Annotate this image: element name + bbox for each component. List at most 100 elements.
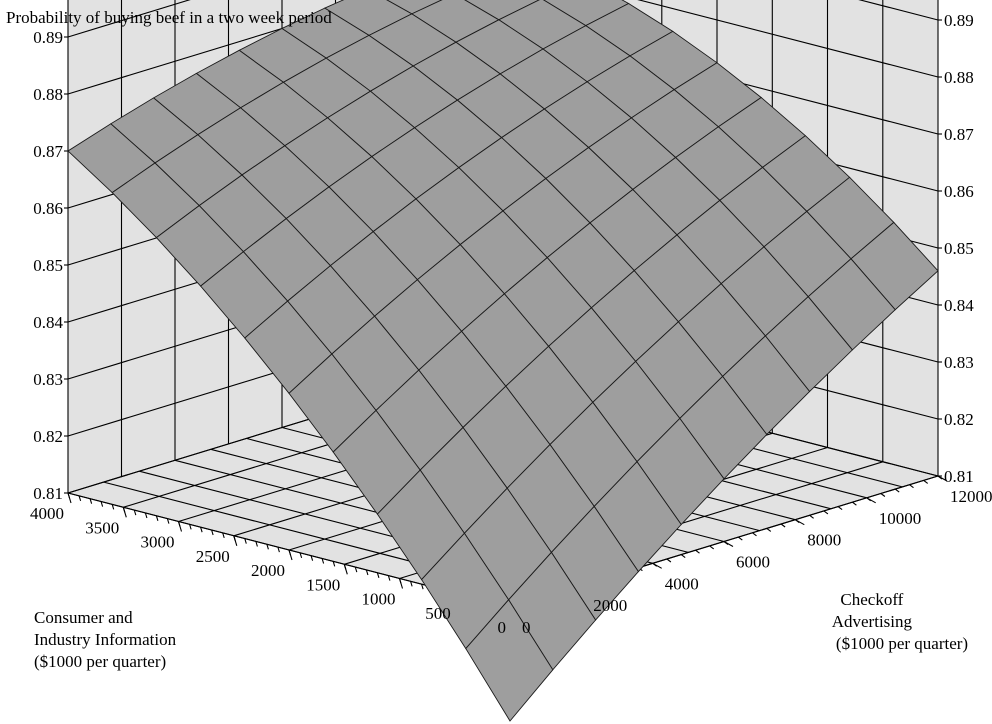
x-tick-label: 3500: [85, 518, 119, 537]
y-minor-tick: [695, 549, 700, 554]
z-gridline-left: [67, 0, 191, 38]
y-axis-title-line-2: Advertising: [832, 612, 913, 631]
x-minor-tick: [277, 546, 280, 553]
x-minor-tick: [387, 575, 391, 581]
z-tick-label-left: 0.88: [33, 85, 63, 104]
y-minor-tick: [823, 510, 829, 515]
x-axis-title-line-2: Industry Information: [34, 630, 177, 649]
x-minor-tick: [398, 578, 402, 584]
x-minor-tick: [111, 504, 115, 510]
x-minor-tick: [189, 524, 192, 530]
y-minor-tick: [894, 488, 900, 493]
y-minor-tick: [909, 484, 914, 489]
x-minor-tick: [133, 509, 137, 516]
z-tick-label-right: 0.86: [944, 182, 974, 201]
z-tick-label-left: 0.84: [33, 313, 63, 332]
y-minor-tick: [766, 527, 772, 532]
x-minor-tick: [177, 521, 181, 527]
surface-cell: [465, 599, 554, 722]
x-minor-tick: [332, 561, 336, 567]
x-minor-tick: [288, 549, 292, 556]
z-gridline-right: [858, 0, 939, 21]
y-tick-label: 2000: [593, 596, 627, 615]
z-tick-label-left: 0.86: [33, 199, 63, 218]
x-minor-tick: [376, 572, 380, 578]
z-tick-label-right: 0.85: [944, 239, 974, 258]
z-tick-label-right: 0.82: [944, 410, 974, 429]
x-minor-tick: [233, 535, 236, 541]
x-minor-tick: [354, 566, 358, 573]
z-tick-label-right: 0.84: [944, 296, 974, 315]
y-minor-tick: [852, 501, 857, 506]
z-tick-label-left: 0.87: [33, 142, 63, 161]
z-tick-label-right: 0.88: [944, 68, 974, 87]
x-minor-tick: [222, 532, 225, 539]
z-tick-label-right: 0.81: [944, 467, 974, 486]
y-minor-tick: [666, 558, 672, 563]
y-minor-tick: [809, 514, 814, 519]
z-tick-label-left: 0.83: [33, 370, 63, 389]
z-tick-label-right: 0.83: [944, 353, 974, 372]
chart-title: Probability of buying beef in a two week…: [6, 8, 332, 27]
x-axis-title-line-1: Consumer and: [34, 608, 133, 627]
x-minor-tick: [365, 569, 369, 576]
y-tick-label: 12000: [950, 487, 992, 506]
x-minor-tick: [100, 501, 104, 507]
x-minor-tick: [200, 527, 203, 533]
x-tick-label: 4000: [30, 504, 64, 523]
y-minor-tick: [866, 497, 872, 502]
x-minor-tick: [67, 492, 71, 499]
x-minor-tick: [343, 564, 347, 570]
x-tick-label: 0: [498, 618, 507, 637]
x-minor-tick: [255, 541, 258, 547]
y-minor-tick: [652, 562, 658, 567]
x-tick-label: 1000: [362, 590, 396, 609]
x-minor-tick: [155, 515, 159, 521]
x-minor-tick: [299, 552, 303, 559]
y-minor-tick: [794, 519, 800, 524]
x-axis-title-line-3: ($1000 per quarter): [34, 652, 166, 671]
x-minor-tick: [410, 581, 413, 587]
x-minor-tick: [144, 512, 148, 519]
z-tick-label-left: 0.89: [33, 28, 63, 47]
x-minor-tick: [321, 558, 325, 564]
x-minor-tick: [211, 529, 214, 536]
x-minor-tick: [266, 544, 269, 550]
y-axis-title-line-1: Checkoff: [840, 590, 903, 609]
z-tick-label-right: 0.87: [944, 125, 974, 144]
x-tick-label: 2500: [196, 547, 230, 566]
z-tick-label-left: 0.85: [33, 256, 63, 275]
y-minor-tick: [780, 523, 786, 528]
x-axis-title: Consumer and Industry Information ($1000…: [34, 608, 180, 671]
y-tick-label: 0: [522, 618, 531, 637]
z-tick-label-left: 0.81: [33, 484, 63, 503]
y-axis-title-line-3: ($1000 per quarter): [836, 634, 968, 653]
z-tick-label-right: 0.89: [944, 11, 974, 30]
x-minor-tick: [310, 555, 314, 561]
y-minor-tick: [680, 554, 686, 559]
y-tick-label: 4000: [665, 574, 699, 593]
y-minor-tick: [723, 541, 729, 545]
y-axis-title: Checkoff Advertising ($1000 per quarter): [832, 590, 968, 653]
x-tick-label: 2000: [251, 561, 285, 580]
y-minor-tick: [737, 536, 743, 541]
y-minor-tick: [709, 545, 715, 550]
y-tick-label: 8000: [807, 531, 841, 550]
x-minor-tick: [244, 538, 247, 544]
x-minor-tick: [78, 495, 82, 502]
x-tick-label: 3000: [141, 533, 175, 552]
x-tick-label: 500: [425, 604, 451, 623]
y-tick-label: 10000: [879, 509, 922, 528]
y-minor-tick: [937, 475, 943, 480]
z-tick-label-left: 0.82: [33, 427, 63, 446]
x-minor-tick: [89, 498, 93, 504]
x-minor-tick: [166, 518, 170, 524]
y-minor-tick: [923, 479, 929, 484]
x-minor-tick: [421, 584, 424, 590]
y-minor-tick: [752, 532, 757, 537]
y-minor-tick: [837, 506, 843, 511]
y-minor-tick: [880, 493, 886, 497]
x-minor-tick: [122, 507, 126, 513]
x-tick-label: 1500: [306, 575, 340, 594]
